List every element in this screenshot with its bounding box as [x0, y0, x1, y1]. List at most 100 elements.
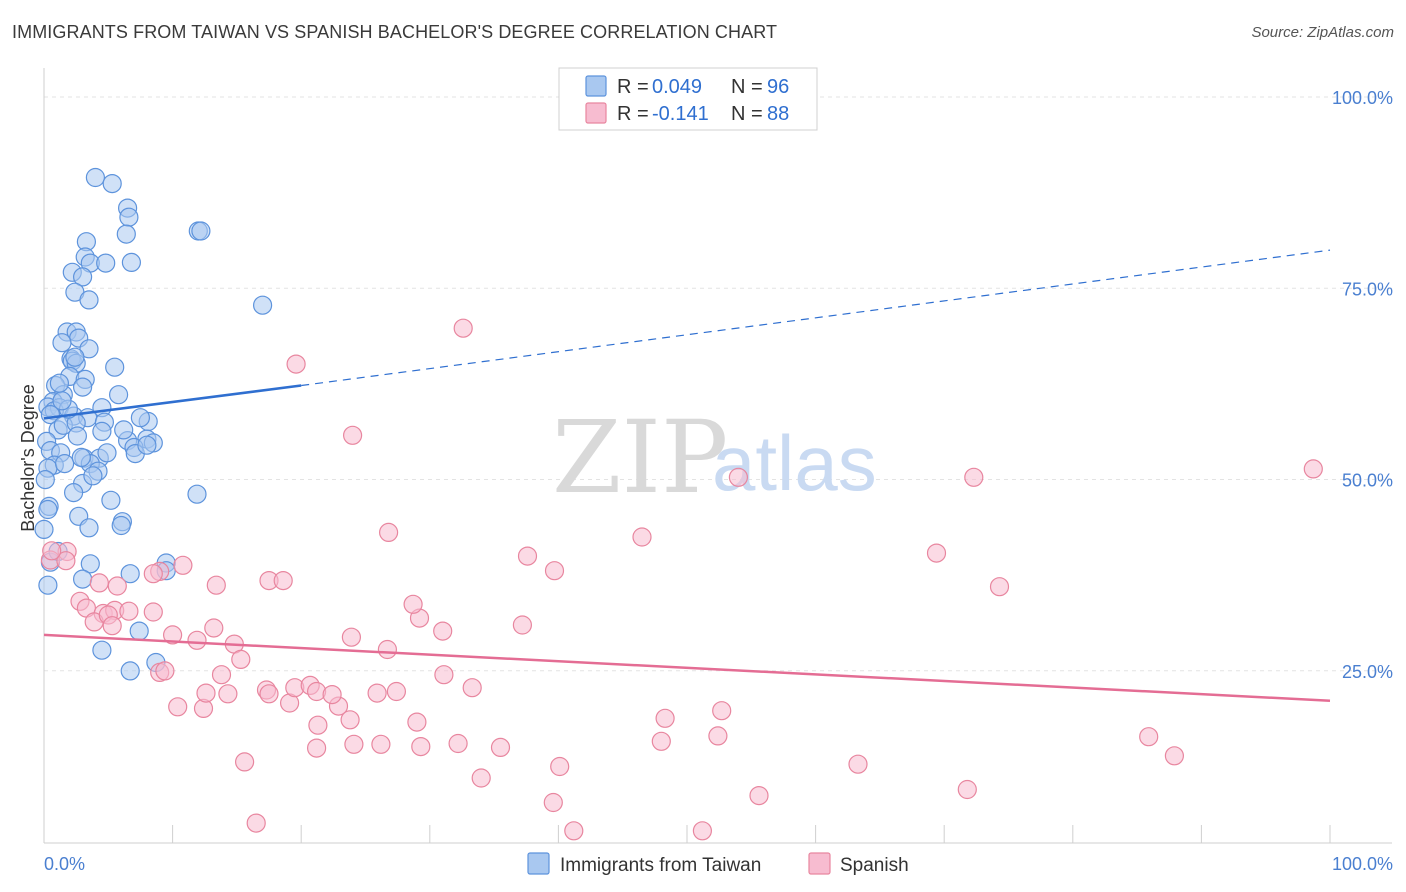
- point-spanish-63: [340, 710, 360, 730]
- y-tick-label-1: 75.0%: [1342, 279, 1393, 299]
- point-spanish-49: [218, 684, 238, 704]
- watermark: ZIP atlas: [552, 399, 877, 516]
- point-spanish-16: [119, 601, 139, 621]
- bottom-legend-label-taiwan: Immigrants from Taiwan: [560, 855, 761, 876]
- gridlines: [44, 96, 1392, 672]
- point-taiwan-69: [111, 515, 131, 536]
- point-taiwan-88: [108, 385, 129, 405]
- bottom-legend-swatch-taiwan: [527, 852, 550, 875]
- legend-swatch-taiwan: [585, 75, 607, 97]
- trend-lines: [43, 249, 1331, 702]
- point-taiwan-20: [52, 333, 72, 353]
- point-spanish-31: [517, 546, 538, 566]
- point-spanish-39: [1303, 459, 1323, 479]
- point-spanish-32: [544, 561, 565, 581]
- point-taiwan-86: [97, 443, 117, 463]
- point-taiwan-25: [105, 357, 125, 377]
- point-spanish-25: [341, 627, 361, 647]
- point-spanish-81: [712, 701, 732, 721]
- point-taiwan-71: [80, 554, 100, 574]
- point-taiwan-63: [187, 484, 207, 504]
- point-spanish-22: [204, 618, 224, 638]
- point-taiwan-75: [72, 569, 93, 589]
- point-spanish-26: [377, 639, 397, 660]
- point-spanish-34: [632, 527, 652, 547]
- point-spanish-59: [386, 681, 406, 702]
- point-taiwan-15: [79, 290, 99, 310]
- point-spanish-37: [926, 543, 947, 563]
- point-taiwan-84: [52, 391, 72, 411]
- y-tick-label-3: 25.0%: [1342, 662, 1393, 682]
- point-spanish-35: [728, 467, 749, 487]
- point-spanish-57: [322, 684, 342, 705]
- point-spanish-77: [749, 785, 769, 806]
- point-spanish-43: [231, 649, 251, 670]
- y-tick-label-2: 50.0%: [1342, 471, 1393, 491]
- point-spanish-66: [344, 734, 364, 754]
- point-taiwan-94: [101, 490, 121, 510]
- point-spanish-55: [307, 681, 327, 702]
- trend-line-taiwan-dashed: [301, 249, 1331, 387]
- legend-n-label-spanish: N =: [731, 103, 763, 125]
- point-spanish-20: [102, 616, 122, 636]
- legend-r-value-spanish: -0.141: [652, 103, 709, 125]
- point-spanish-82: [651, 731, 671, 751]
- point-taiwan-87: [67, 426, 88, 446]
- legend-r-label-taiwan: R =: [617, 76, 649, 98]
- y-axis-label: Bachelor's Degree: [18, 384, 38, 532]
- point-spanish-58: [367, 683, 387, 703]
- point-spanish-60: [434, 665, 454, 685]
- legend-r-value-taiwan: 0.049: [652, 76, 702, 98]
- point-spanish-72: [471, 768, 491, 788]
- point-spanish-21: [163, 625, 183, 645]
- point-spanish-86: [246, 813, 266, 833]
- point-taiwan-51: [137, 435, 157, 455]
- legend-swatch-spanish: [585, 102, 607, 124]
- x-tick-label-min: 0.0%: [44, 854, 85, 874]
- point-spanish-12: [273, 570, 293, 591]
- point-spanish-69: [448, 733, 468, 754]
- point-spanish-71: [235, 752, 255, 772]
- point-taiwan-10: [96, 253, 116, 273]
- y-tick-labels: 100.0% 75.0% 50.0% 25.0%: [1332, 88, 1393, 682]
- point-spanish-85: [1164, 746, 1185, 766]
- point-spanish-10: [206, 575, 226, 595]
- point-taiwan-93: [35, 470, 55, 490]
- point-spanish-76: [692, 821, 713, 841]
- point-spanish-79: [957, 779, 977, 800]
- point-taiwan-0: [85, 167, 106, 188]
- point-taiwan-29: [72, 377, 93, 397]
- point-spanish-73: [550, 756, 570, 777]
- point-spanish-48: [196, 683, 216, 703]
- point-spanish-28: [433, 621, 453, 641]
- point-taiwan-16: [253, 295, 273, 315]
- point-spanish-67: [371, 734, 391, 754]
- point-taiwan-4: [116, 224, 136, 244]
- point-taiwan-78: [92, 640, 112, 660]
- point-spanish-2: [56, 551, 76, 571]
- bottom-legend-swatch-spanish: [808, 852, 831, 875]
- point-spanish-36: [964, 467, 984, 487]
- legend-n-value-taiwan: 96: [767, 76, 789, 98]
- watermark-zip: ZIP: [552, 399, 728, 516]
- point-taiwan-89: [49, 373, 70, 393]
- point-spanish-9: [143, 564, 163, 584]
- point-taiwan-65: [38, 499, 58, 520]
- point-spanish-74: [543, 792, 563, 813]
- point-spanish-75: [564, 821, 584, 841]
- point-spanish-41: [286, 354, 306, 374]
- point-spanish-7: [89, 573, 109, 593]
- bottom-legend-label-spanish: Spanish: [840, 855, 909, 876]
- point-taiwan-77: [129, 621, 149, 641]
- series-spanish-points: [40, 318, 1323, 841]
- point-taiwan-91: [130, 408, 150, 428]
- point-taiwan-3: [119, 207, 139, 227]
- legend-r-label-spanish: R =: [617, 103, 649, 125]
- point-taiwan-11: [121, 252, 141, 272]
- point-spanish-84: [1139, 727, 1159, 747]
- point-spanish-33: [379, 522, 399, 543]
- point-taiwan-6: [191, 221, 211, 241]
- point-spanish-65: [307, 738, 327, 758]
- point-taiwan-76: [38, 575, 58, 595]
